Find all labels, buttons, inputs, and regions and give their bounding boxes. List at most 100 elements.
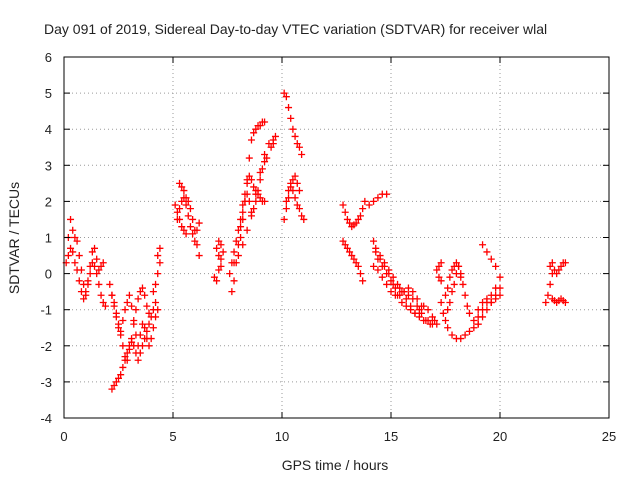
- data-point: [180, 187, 188, 195]
- data-point: [243, 176, 251, 184]
- data-point: [115, 320, 122, 328]
- data-point: [348, 252, 356, 260]
- data-point: [411, 309, 419, 317]
- data-point: [370, 197, 378, 205]
- data-point: [143, 302, 151, 310]
- data-point: [84, 277, 92, 285]
- data-point: [293, 179, 301, 187]
- data-point: [217, 255, 225, 263]
- data-point: [145, 309, 153, 317]
- data-point: [282, 197, 290, 205]
- x-tick-label: 20: [493, 429, 507, 444]
- data-point: [176, 179, 184, 187]
- data-point: [171, 201, 179, 209]
- data-point: [186, 223, 194, 231]
- data-point: [404, 291, 412, 299]
- data-point: [125, 291, 133, 299]
- data-point: [256, 194, 264, 202]
- data-point: [398, 298, 406, 306]
- data-point: [69, 226, 77, 234]
- data-point: [176, 215, 184, 223]
- data-point: [542, 298, 550, 306]
- data-point: [400, 288, 408, 296]
- data-point: [156, 259, 164, 267]
- data-point: [119, 363, 127, 371]
- data-point: [387, 277, 395, 285]
- data-point: [189, 230, 197, 238]
- data-point: [448, 331, 456, 339]
- data-point: [287, 183, 295, 191]
- data-point: [237, 234, 245, 241]
- data-point: [374, 194, 382, 202]
- series-arc-9: [171, 201, 190, 238]
- data-point: [252, 125, 260, 133]
- data-point: [112, 378, 120, 386]
- data-point: [365, 201, 373, 209]
- data-point: [145, 342, 153, 350]
- data-point: [121, 306, 129, 314]
- series-arc-14: [237, 118, 269, 241]
- data-point: [546, 280, 554, 288]
- data-point: [293, 201, 301, 209]
- data-point: [285, 194, 293, 202]
- data-point: [561, 259, 569, 267]
- data-point: [119, 317, 127, 325]
- data-point: [282, 205, 290, 213]
- data-point: [389, 273, 397, 281]
- data-point: [182, 194, 190, 202]
- y-tick-label: 4: [45, 122, 52, 137]
- data-point: [356, 212, 364, 220]
- data-point: [69, 248, 77, 256]
- data-point: [428, 313, 436, 321]
- series-arc-25: [370, 262, 426, 310]
- series-arc-1: [62, 215, 109, 310]
- series-arc-15: [267, 132, 279, 151]
- data-point: [544, 291, 552, 299]
- data-point: [287, 114, 295, 122]
- data-point: [492, 284, 500, 292]
- data-point: [461, 331, 469, 339]
- data-point: [97, 262, 105, 270]
- data-point: [354, 215, 362, 223]
- data-point: [193, 241, 201, 249]
- data-point: [256, 176, 264, 184]
- data-point: [465, 327, 473, 335]
- data-point: [548, 259, 556, 267]
- data-point: [487, 298, 495, 306]
- data-point: [402, 302, 410, 310]
- data-point: [73, 237, 81, 245]
- data-point: [73, 266, 81, 274]
- data-point: [93, 255, 101, 263]
- data-point: [370, 262, 378, 270]
- data-point: [370, 237, 378, 245]
- data-point: [470, 317, 478, 325]
- data-point: [112, 309, 120, 317]
- data-point: [483, 295, 491, 303]
- data-point: [444, 306, 452, 314]
- series-arc-34: [546, 259, 556, 270]
- data-point: [230, 277, 238, 285]
- data-point: [82, 288, 90, 296]
- data-point: [298, 150, 306, 158]
- data-point: [350, 255, 358, 263]
- data-point: [435, 273, 443, 281]
- data-point: [339, 201, 347, 209]
- data-point: [182, 201, 190, 209]
- data-point: [289, 176, 297, 184]
- data-point: [254, 187, 262, 195]
- data-point: [546, 262, 554, 270]
- data-point: [389, 280, 397, 288]
- data-point: [252, 190, 260, 198]
- data-point: [261, 150, 269, 158]
- y-tick-label: -2: [40, 339, 52, 354]
- data-point: [237, 223, 245, 231]
- data-point: [182, 230, 190, 238]
- data-point: [143, 327, 151, 335]
- data-point: [352, 259, 360, 267]
- data-point: [132, 306, 140, 314]
- data-point: [130, 317, 138, 325]
- data-point: [97, 291, 105, 299]
- data-point: [256, 169, 264, 177]
- series-arc-17: [282, 179, 308, 223]
- data-point: [184, 197, 192, 205]
